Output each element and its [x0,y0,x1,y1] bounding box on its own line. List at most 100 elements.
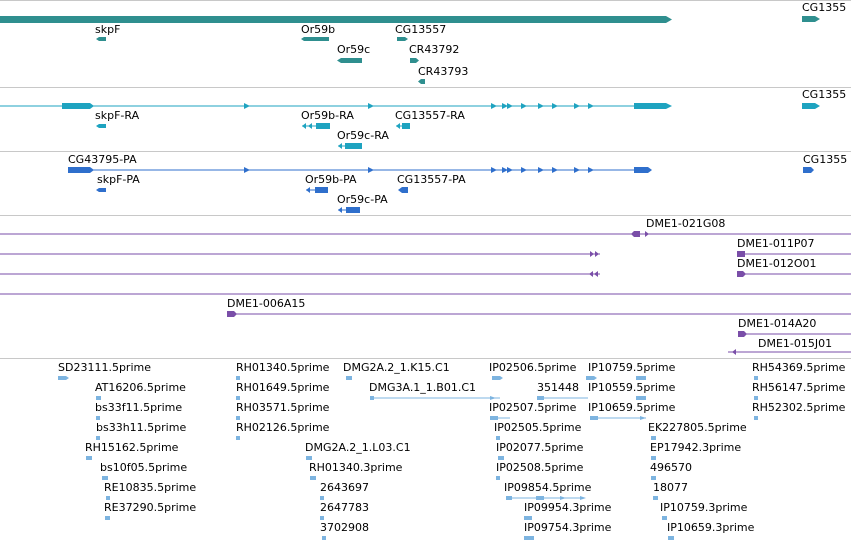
est-feature[interactable] [490,396,496,400]
est-label[interactable]: IP10759.3prime [660,501,748,514]
est-label[interactable]: RH03571.5prime [236,401,330,414]
est-feature[interactable] [560,496,566,500]
mrna-label[interactable]: skpF-RA [95,109,140,122]
mrna-exon[interactable] [634,103,672,109]
est-feature[interactable] [106,496,110,500]
mrna-exon[interactable] [316,123,330,129]
est-label[interactable]: AT16206.5prime [95,381,186,394]
cds-segment[interactable] [315,187,328,193]
cds-segment[interactable] [338,207,342,213]
est-label[interactable]: IP02505.5prime [494,421,582,434]
est-feature[interactable] [506,496,512,500]
est-label[interactable]: DMG2A.2_1.L03.C1 [305,441,411,454]
est-feature[interactable] [524,516,532,520]
est-feature[interactable] [653,496,658,500]
est-label[interactable]: RH52302.5prime [752,401,846,414]
mrna-exon[interactable] [502,103,508,109]
cds-segment[interactable] [402,187,408,193]
est-label[interactable]: IP10659.5prime [588,401,676,414]
cds-label[interactable]: skpF-PA [97,173,140,186]
est-label[interactable]: 18077 [653,481,688,494]
mrna-exon[interactable] [507,103,513,109]
est-label[interactable]: SD23111.5prime [58,361,151,374]
est-feature[interactable] [651,436,656,440]
est-feature[interactable] [496,476,500,480]
est-feature[interactable] [105,516,110,520]
est-label[interactable]: DMG2A.2_1.K15.C1 [343,361,450,374]
est-label[interactable]: IP09954.3prime [524,501,612,514]
bac-label[interactable]: DME1-014A20 [738,317,817,330]
mrna-label[interactable]: CG1355 [802,88,847,101]
mrna-label[interactable]: Or59b-RA [301,109,354,122]
est-feature[interactable] [96,396,101,400]
cds-label[interactable]: Or59c-PA [337,193,388,206]
mrna-exon[interactable] [552,103,558,109]
est-feature[interactable] [310,476,316,480]
est-feature[interactable] [590,416,598,420]
cds-segment[interactable] [90,167,94,173]
mrna-exon[interactable] [396,123,400,129]
est-label[interactable]: IP10759.5prime [588,361,676,374]
est-feature[interactable] [322,536,326,540]
cds-segment[interactable] [574,167,580,173]
cds-label[interactable]: CG13557-PA [397,173,466,186]
bac-clone-end[interactable] [227,311,237,317]
cds-label[interactable]: Or59b-PA [305,173,357,186]
est-feature[interactable] [668,536,674,540]
est-feature[interactable] [754,396,758,400]
est-feature[interactable] [306,456,312,460]
est-feature[interactable] [346,376,352,380]
est-feature[interactable] [537,396,544,400]
gene-feature[interactable] [0,16,672,23]
est-label[interactable]: RH54369.5prime [752,361,846,374]
est-feature[interactable] [640,416,646,420]
est-feature[interactable] [102,476,108,480]
mrna-exon[interactable] [345,143,362,149]
cds-segment[interactable] [96,188,106,192]
est-feature[interactable] [96,436,100,440]
est-label[interactable]: 351448 [537,381,579,394]
est-label[interactable]: RE37290.5prime [104,501,197,514]
mrna-exon[interactable] [96,124,106,128]
bac-clone-end[interactable] [738,331,747,337]
est-feature[interactable] [524,536,534,540]
est-label[interactable]: RH01340.5prime [236,361,330,374]
mrna-exon[interactable] [244,103,250,109]
est-label[interactable]: IP09754.3prime [524,521,612,534]
bac-clone-end[interactable] [631,231,640,237]
est-feature[interactable] [662,516,667,520]
bac-label[interactable]: DME1-021G08 [646,217,726,230]
cds-label[interactable]: CG1355 [803,153,848,166]
est-feature[interactable] [58,376,69,380]
est-label[interactable]: IP09854.5prime [504,481,592,494]
cds-segment[interactable] [244,167,250,173]
est-feature[interactable] [636,396,646,400]
est-label[interactable]: DMG3A.1_1.B01.C1 [369,381,477,394]
mrna-exon[interactable] [402,123,410,129]
est-label[interactable]: bs10f05.5prime [100,461,188,474]
est-feature[interactable] [754,376,758,380]
gene-feature[interactable] [397,37,408,41]
est-label[interactable]: RH02126.5prime [236,421,330,434]
gene-label[interactable]: CG1355 [802,1,847,14]
est-label[interactable]: EP17942.3prime [650,441,742,454]
est-feature[interactable] [651,476,656,480]
est-label[interactable]: IP02507.5prime [489,401,577,414]
gene-feature[interactable] [96,37,106,41]
mrna-exon[interactable] [302,123,306,129]
est-label[interactable]: IP02077.5prime [496,441,584,454]
est-feature[interactable] [96,416,100,420]
mrna-exon[interactable] [338,143,342,149]
gene-label[interactable]: skpF [95,23,121,36]
cds-segment[interactable] [398,187,402,193]
cds-segment[interactable] [346,207,360,213]
mrna-exon[interactable] [538,103,544,109]
bac-label[interactable]: DME1-012O01 [737,257,817,270]
est-feature[interactable] [236,436,240,440]
mrna-label[interactable]: CG13557-RA [395,109,465,122]
gene-feature[interactable] [410,58,419,63]
est-feature[interactable] [320,516,324,520]
bac-clone-end[interactable] [595,251,599,257]
est-label[interactable]: IP02506.5prime [489,361,577,374]
bac-label[interactable]: DME1-006A15 [227,297,306,310]
